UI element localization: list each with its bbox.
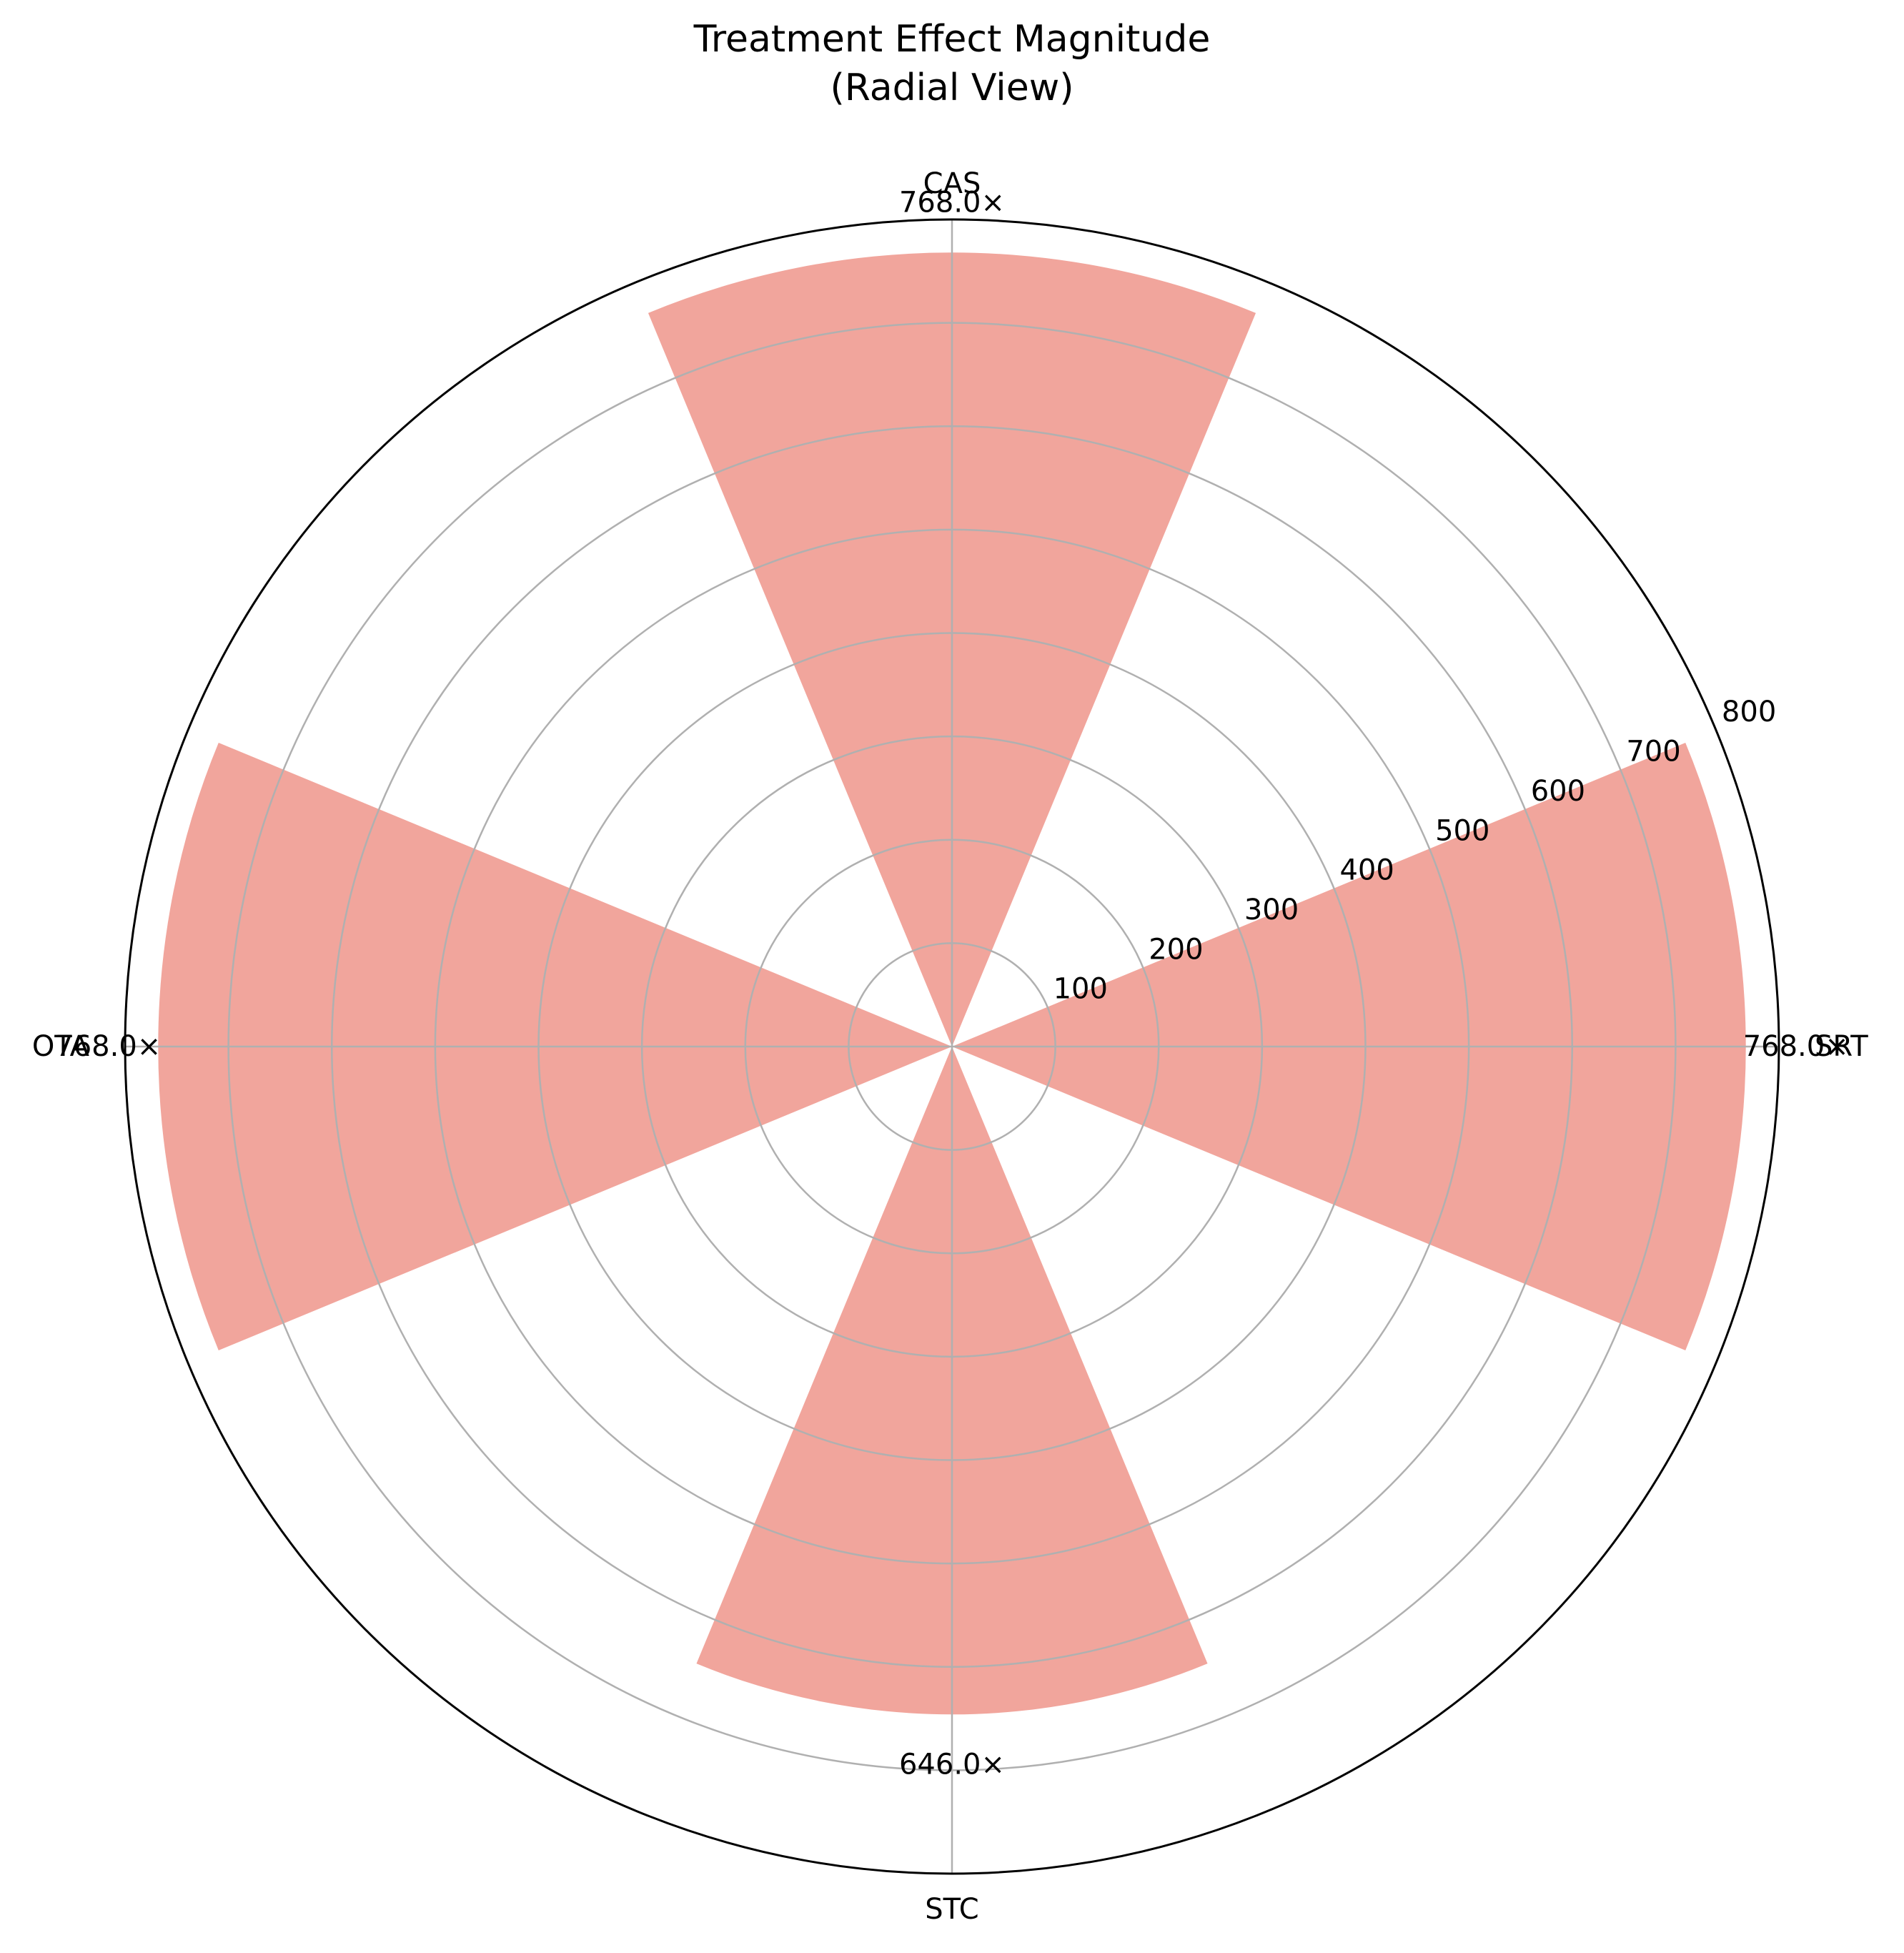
polar-spine [124, 218, 1780, 1875]
radial-gridline [331, 425, 1573, 1668]
chart-title-line-2: (Radial View) [830, 66, 1074, 109]
category-label-ota: OTA [32, 1030, 90, 1063]
chart-title-line-1: Treatment Effect Magnitude [693, 18, 1211, 61]
category-label-srt: SRT [1815, 1030, 1868, 1063]
r-tick-label: 700 [1626, 736, 1680, 768]
text-layer: 100 200 300 400 500 600 700 800 SRT CAS OTA STC 768.… [32, 167, 1868, 1926]
spine-layer [124, 218, 1780, 1875]
radial-gridline [640, 735, 1264, 1358]
radial-gridline [434, 528, 1470, 1565]
r-tick-label: 100 [1053, 973, 1108, 1006]
category-label-stc: STC [925, 1893, 978, 1926]
radial-gridline [227, 322, 1677, 1771]
value-label-ota: 768.0× [55, 1030, 161, 1063]
value-label-srt: 768.0× [1743, 1030, 1849, 1063]
radial-gridline [744, 839, 1160, 1255]
r-tick-label: 300 [1244, 894, 1299, 926]
r-tick-label: 500 [1435, 814, 1489, 847]
grid-layer [124, 218, 1780, 1875]
radial-gridline [848, 942, 1056, 1151]
value-label-cas: 768.0× [899, 186, 1005, 219]
r-tick-label: 800 [1722, 696, 1776, 728]
category-label-cas: CAS [923, 167, 981, 200]
r-tick-label: 600 [1531, 775, 1585, 808]
r-tick-label: 200 [1149, 933, 1203, 966]
value-label-stc: 646.0× [899, 1748, 1005, 1781]
radial-gridline [537, 632, 1367, 1461]
r-tick-label: 400 [1339, 854, 1394, 887]
